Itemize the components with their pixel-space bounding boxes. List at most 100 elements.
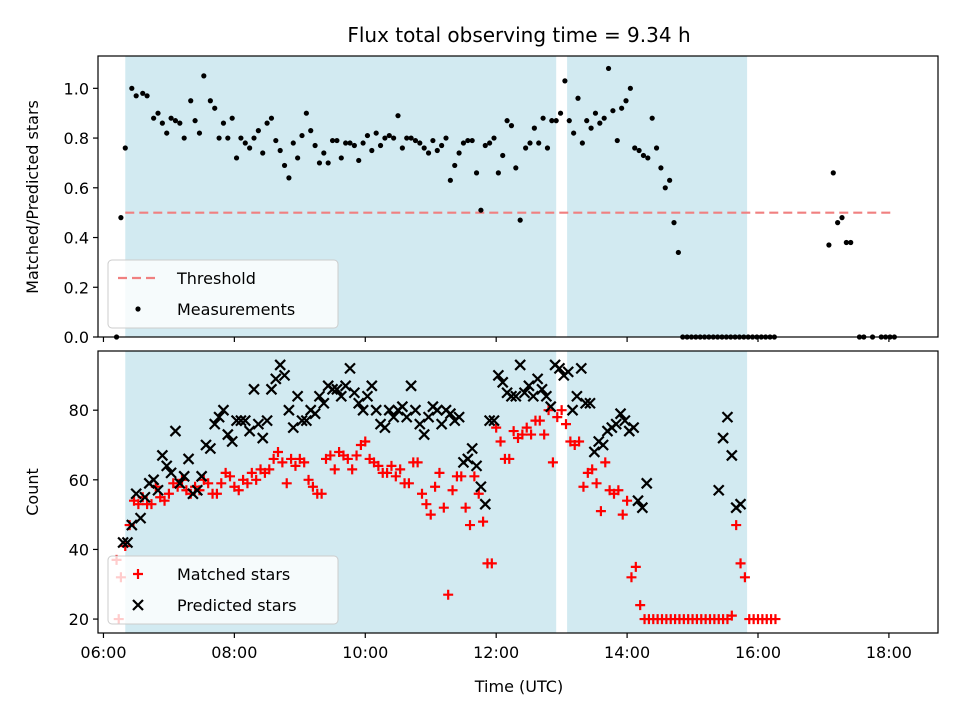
measurement-point: [601, 115, 607, 121]
predicted-star-point: [235, 414, 247, 427]
measurement-point: [404, 135, 410, 141]
matched-star-point: [504, 453, 515, 464]
matched-star-point: [587, 464, 598, 475]
matched-star-point: [770, 614, 781, 625]
matched-star-point: [539, 429, 550, 440]
matched-star-point: [133, 499, 144, 510]
predicted-star-point: [488, 414, 500, 427]
matched-star-point: [517, 429, 528, 440]
predicted-star-point: [405, 380, 417, 392]
measurement-point: [452, 162, 458, 169]
predicted-star-point: [544, 400, 557, 413]
measurement-point: [636, 147, 642, 154]
predicted-star-point: [152, 484, 164, 497]
predicted-star-point: [208, 418, 221, 430]
matched-star-point: [735, 558, 746, 569]
matched-star-point: [552, 412, 563, 423]
predicted-star-point: [514, 359, 526, 371]
matched-star-point: [617, 509, 628, 520]
predicted-star-point: [414, 418, 426, 430]
predicted-star-point: [418, 428, 430, 441]
measurement-point: [207, 98, 213, 104]
measurement-point: [373, 130, 379, 136]
matched-star-point: [430, 481, 441, 492]
predicted-star-point: [243, 425, 256, 437]
measurement-point: [597, 120, 603, 126]
measurement-point: [460, 140, 467, 146]
measurement-point: [412, 137, 419, 144]
predicted-star-point: [313, 390, 326, 403]
matched-star-point: [290, 460, 301, 471]
predicted-star-point: [562, 366, 574, 378]
measurement-point: [465, 137, 471, 144]
predicted-star-point: [261, 414, 273, 427]
measurement-point: [247, 145, 253, 151]
matched-star-point: [434, 467, 445, 478]
matched-star-point: [561, 419, 571, 430]
predicted-star-point: [147, 474, 160, 486]
measurement-point: [201, 73, 207, 79]
measurement-point: [216, 135, 222, 141]
predicted-star-point: [217, 404, 230, 416]
predicted-star-point: [239, 414, 252, 427]
predicted-star-point: [379, 421, 391, 434]
measurement-point: [540, 115, 546, 121]
matched-star-point: [286, 453, 297, 464]
top-legend-box: [107, 259, 339, 329]
predicted-star-point: [396, 400, 409, 413]
measurement-point: [192, 118, 198, 124]
predicted-star-point: [470, 460, 483, 472]
matched-star-point: [412, 457, 423, 468]
matched-star-point: [460, 502, 471, 513]
measurement-point: [391, 135, 397, 141]
predicted-star-point: [130, 487, 142, 500]
matched-star-point: [216, 478, 227, 489]
x-tick-label: 06:00: [80, 643, 126, 662]
predicted-star-point: [483, 414, 496, 427]
predicted-star-point: [134, 512, 147, 524]
predicted-star-point: [505, 390, 518, 403]
top-y-axis-label: Matched/Predicted stars: [23, 100, 42, 294]
matched-star-point: [159, 495, 170, 506]
predicted-star-point: [409, 404, 422, 416]
predicted-star-point: [431, 404, 444, 416]
predicted-star-point: [230, 414, 243, 427]
predicted-star-point: [331, 383, 343, 396]
measurement-point: [536, 140, 542, 146]
measurement-point: [653, 145, 660, 151]
predicted-star-point: [627, 421, 640, 434]
predicted-star-point: [191, 484, 204, 497]
legend-label: Matched stars: [177, 565, 290, 584]
top-legend: Threshold Measurements: [107, 259, 339, 329]
predicted-star-point: [270, 373, 282, 385]
measurement-point: [225, 135, 231, 141]
matched-star-point: [534, 415, 545, 426]
predicted-star-point: [462, 453, 474, 465]
matched-star-point: [390, 471, 401, 482]
measurement-point: [277, 147, 283, 154]
matched-star-point: [478, 516, 489, 527]
predicted-star-point: [510, 390, 522, 403]
matched-star-point: [233, 485, 244, 496]
bottom-y-tick-label: 60: [69, 471, 89, 490]
chart-title: Flux total observing time = 9.34 h: [347, 23, 690, 47]
predicted-star-point: [523, 380, 535, 392]
predicted-star-point: [584, 397, 596, 409]
legend-label: Predicted stars: [177, 596, 297, 615]
predicted-star-point: [226, 435, 238, 448]
predicted-star-point: [475, 481, 487, 493]
predicted-star-point: [296, 414, 308, 427]
matched-star-point: [456, 471, 467, 482]
measurement-point: [826, 242, 832, 248]
matched-star-point: [386, 460, 397, 471]
measurement-point: [399, 145, 405, 151]
predicted-star-point: [300, 414, 313, 427]
measurement-point: [513, 165, 519, 171]
measurement-point: [220, 120, 227, 126]
predicted-star-point: [553, 362, 566, 375]
measurement-point: [151, 115, 157, 121]
bottom-y-tick-label: 80: [69, 401, 89, 420]
matched-star-point: [443, 589, 454, 600]
measurement-point: [286, 175, 292, 181]
legend-label: Threshold: [176, 269, 256, 288]
